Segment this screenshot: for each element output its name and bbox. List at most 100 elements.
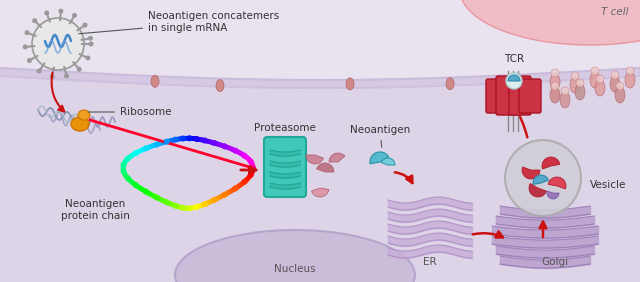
Circle shape	[211, 197, 217, 203]
Circle shape	[173, 136, 179, 143]
Circle shape	[576, 79, 584, 87]
Wedge shape	[370, 152, 388, 164]
Circle shape	[143, 189, 149, 195]
Wedge shape	[529, 184, 547, 197]
Circle shape	[596, 75, 604, 83]
Wedge shape	[306, 155, 323, 164]
Wedge shape	[329, 153, 345, 162]
Wedge shape	[508, 75, 520, 81]
Text: Neoantigen concatemers
in single mRNA: Neoantigen concatemers in single mRNA	[79, 11, 279, 34]
Wedge shape	[522, 167, 540, 179]
Ellipse shape	[446, 78, 454, 90]
Circle shape	[505, 140, 581, 216]
Ellipse shape	[590, 72, 600, 88]
Text: ER: ER	[423, 257, 437, 267]
Circle shape	[248, 158, 254, 165]
Circle shape	[232, 147, 238, 154]
Text: TCR: TCR	[504, 54, 524, 64]
Circle shape	[250, 165, 256, 171]
Circle shape	[50, 74, 55, 79]
Circle shape	[232, 186, 238, 191]
Circle shape	[154, 142, 159, 147]
Ellipse shape	[615, 87, 625, 103]
Circle shape	[202, 138, 208, 144]
Circle shape	[85, 56, 90, 60]
Circle shape	[173, 203, 179, 209]
Text: Proteasome: Proteasome	[254, 123, 316, 133]
FancyBboxPatch shape	[519, 79, 541, 113]
Wedge shape	[542, 157, 560, 169]
Wedge shape	[317, 163, 334, 172]
Text: T cell: T cell	[601, 7, 628, 17]
Circle shape	[611, 71, 619, 79]
Text: Golgi: Golgi	[541, 257, 568, 267]
FancyBboxPatch shape	[496, 76, 518, 115]
Circle shape	[133, 150, 139, 156]
Circle shape	[194, 136, 200, 142]
Circle shape	[241, 179, 248, 185]
Ellipse shape	[550, 87, 560, 103]
Text: Vesicle: Vesicle	[590, 180, 627, 190]
Text: Nucleus: Nucleus	[274, 264, 316, 274]
Circle shape	[44, 10, 49, 16]
Circle shape	[32, 18, 84, 70]
Circle shape	[36, 69, 42, 74]
Circle shape	[241, 153, 248, 159]
Text: Neoantigen
protein chain: Neoantigen protein chain	[61, 199, 129, 221]
Circle shape	[506, 73, 522, 89]
Circle shape	[187, 135, 193, 141]
Circle shape	[202, 201, 208, 207]
Circle shape	[571, 72, 579, 80]
Ellipse shape	[216, 80, 224, 92]
Wedge shape	[312, 188, 329, 197]
Circle shape	[551, 82, 559, 90]
Ellipse shape	[151, 75, 159, 87]
Circle shape	[58, 9, 63, 14]
Circle shape	[154, 195, 159, 201]
Polygon shape	[0, 68, 640, 282]
Ellipse shape	[175, 230, 415, 282]
Circle shape	[616, 82, 624, 90]
Circle shape	[77, 67, 82, 72]
Circle shape	[64, 73, 69, 78]
Wedge shape	[548, 177, 566, 189]
Circle shape	[120, 162, 127, 168]
Ellipse shape	[560, 92, 570, 108]
FancyBboxPatch shape	[264, 137, 306, 197]
Ellipse shape	[460, 0, 640, 45]
Wedge shape	[547, 191, 559, 199]
Circle shape	[22, 44, 28, 49]
Circle shape	[125, 175, 131, 181]
Ellipse shape	[595, 80, 605, 96]
Circle shape	[88, 41, 93, 47]
Ellipse shape	[625, 72, 635, 88]
Circle shape	[180, 135, 186, 142]
Circle shape	[83, 23, 88, 28]
Ellipse shape	[570, 77, 580, 93]
Circle shape	[164, 199, 170, 205]
Circle shape	[221, 143, 228, 149]
Ellipse shape	[575, 84, 585, 100]
Circle shape	[250, 165, 256, 171]
Text: Neoantigen: Neoantigen	[350, 125, 410, 147]
Circle shape	[194, 204, 200, 210]
Circle shape	[221, 192, 228, 198]
Circle shape	[626, 67, 634, 75]
Circle shape	[248, 172, 254, 178]
FancyBboxPatch shape	[509, 76, 531, 115]
Circle shape	[24, 30, 29, 35]
Ellipse shape	[346, 78, 354, 90]
Ellipse shape	[550, 74, 560, 90]
Ellipse shape	[610, 76, 620, 92]
Circle shape	[32, 18, 37, 23]
Circle shape	[133, 182, 139, 188]
Circle shape	[27, 58, 32, 63]
Circle shape	[211, 140, 217, 146]
Circle shape	[591, 67, 599, 75]
Ellipse shape	[71, 117, 89, 131]
Circle shape	[561, 87, 569, 95]
Circle shape	[164, 139, 170, 145]
Circle shape	[125, 156, 131, 162]
Wedge shape	[381, 158, 395, 165]
Circle shape	[187, 205, 193, 211]
